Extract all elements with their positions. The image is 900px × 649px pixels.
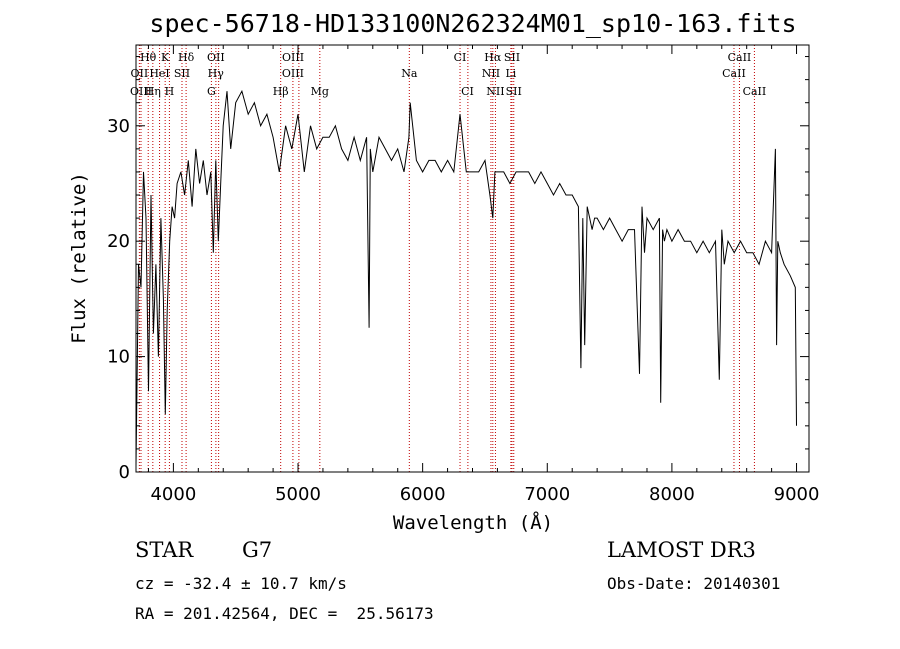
line-label-7: SII xyxy=(504,51,520,64)
x-tick-label: 8000 xyxy=(649,484,695,505)
obs-date-text: Obs-Date: 20140301 xyxy=(607,574,781,593)
y-axis-label: Flux (relative) xyxy=(68,172,90,344)
line-label-23: Mg xyxy=(311,85,329,98)
y-tick-label: 20 xyxy=(107,231,130,252)
y-tick-label: 10 xyxy=(107,347,130,368)
line-label-1: K xyxy=(161,51,170,64)
line-label-15: NII xyxy=(482,67,500,80)
line-label-4: OIII xyxy=(282,51,304,64)
chart-title: spec-56718-HD133100N262324M01_sp10-163.f… xyxy=(149,9,796,38)
x-tick-label: 4000 xyxy=(150,484,196,505)
line-label-9: OII xyxy=(131,67,149,80)
line-label-22: Hβ xyxy=(273,85,289,98)
line-label-5: CI xyxy=(454,51,467,64)
line-label-20: H xyxy=(165,85,175,98)
x-axis-ticks: 4000 5000 6000 7000 8000 9000 xyxy=(147,45,820,505)
object-class: STAR xyxy=(135,538,194,562)
line-label-11: SII xyxy=(174,67,190,80)
line-label-24: CI xyxy=(461,85,474,98)
object-subclass: G7 xyxy=(242,538,273,562)
x-tick-label: 5000 xyxy=(275,484,321,505)
line-label-8: CaII xyxy=(728,51,752,64)
coordinates-text: RA = 201.42564, DEC = 25.56173 xyxy=(135,604,434,623)
line-label-25: NII xyxy=(486,85,504,98)
y-axis-ticks: 0 10 20 30 xyxy=(107,56,809,483)
line-label-12: Hγ xyxy=(208,67,225,80)
redshift-text: cz = -32.4 ± 10.7 km/s xyxy=(135,574,347,593)
x-axis-label: Wavelength (Å) xyxy=(393,511,553,534)
line-label-16: Li xyxy=(505,67,516,80)
survey-name: LAMOST DR3 xyxy=(607,538,756,562)
plot-frame xyxy=(135,44,810,473)
spectrum-line xyxy=(135,89,797,467)
line-label-27: CaII xyxy=(743,85,767,98)
line-label-26: SII xyxy=(506,85,522,98)
x-tick-label: 6000 xyxy=(400,484,446,505)
line-label-3: OII xyxy=(207,51,225,64)
line-label-21: G xyxy=(207,85,216,98)
line-label-19: Hη xyxy=(145,85,161,98)
line-label-0: Hθ xyxy=(140,51,157,64)
line-label-6: Hα xyxy=(484,51,502,64)
line-label-10: HeI xyxy=(149,67,169,80)
y-tick-label: 0 xyxy=(119,462,130,483)
line-label-2: Hδ xyxy=(178,51,195,64)
x-tick-label: 7000 xyxy=(524,484,570,505)
line-label-17: CaII xyxy=(722,67,746,80)
x-tick-label: 9000 xyxy=(774,484,820,505)
line-label-18: OIII xyxy=(130,85,152,98)
line-label-13: OIII xyxy=(282,67,304,80)
y-tick-label: 30 xyxy=(107,116,130,137)
line-label-14: Na xyxy=(401,67,418,80)
